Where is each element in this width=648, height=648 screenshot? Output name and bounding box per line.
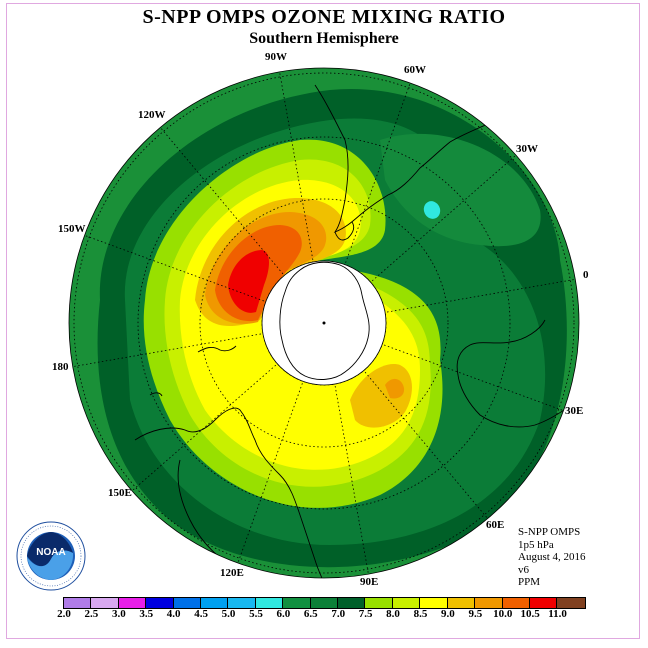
- lon-label-150e: 150E: [108, 487, 132, 499]
- lon-label-90w: 90W: [265, 51, 287, 63]
- colorbar-swatch: [447, 598, 476, 608]
- lon-label-90e: 90E: [360, 576, 378, 588]
- colorbar-tick-label: 3.5: [139, 608, 154, 620]
- colorbar-swatch: [283, 598, 311, 608]
- colorbar-tick-label: 5.5: [249, 608, 263, 620]
- info-instrument: S-NPP OMPS: [518, 526, 581, 538]
- colorbar-tick-label: 6.0: [276, 608, 291, 620]
- colorbar-swatch: [475, 598, 503, 608]
- colorbar-swatch: [64, 598, 92, 608]
- colorbar-tick-label: 4.5: [194, 608, 208, 620]
- svg-text:NOAA: NOAA: [36, 547, 65, 558]
- colorbar-tick-label: 10.5: [520, 608, 540, 620]
- colorbar-tick-label: 8.5: [413, 608, 428, 620]
- colorbar-tick-label: 9.0: [441, 608, 455, 620]
- colorbar-swatch: [338, 598, 366, 608]
- lon-label-30w: 30W: [516, 143, 538, 155]
- antarctica-coastline: [279, 261, 370, 380]
- lon-label-60w: 60W: [404, 64, 426, 76]
- colorbar-tick-label: 11.0: [548, 608, 567, 620]
- lon-label-30e: 30E: [565, 405, 583, 417]
- map-subtitle: Southern Hemisphere: [249, 30, 399, 47]
- colorbar-tick-label: 7.0: [331, 608, 346, 620]
- noaa-logo-icon: NOAA: [16, 521, 86, 591]
- colorbar-swatch: [91, 598, 119, 608]
- info-units: PPM: [518, 576, 541, 588]
- colorbar-ticks: 2.0 2.5 3.0 3.5 4.0 4.5 5.0 5.5 6.0 6.5 7.0 7.5 8.0 8…: [0, 608, 648, 622]
- colorbar-tick-label: 2.5: [84, 608, 99, 620]
- colorbar-tick-label: 4.0: [166, 608, 181, 620]
- map-frame: [6, 3, 640, 639]
- info-date: August 4, 2016: [518, 551, 586, 563]
- map-title: S-NPP OMPS OZONE MIXING RATIO: [142, 6, 506, 28]
- colorbar-tick-label: 6.5: [303, 608, 318, 620]
- product-info: S-NPP OMPS 1p5 hPa August 4, 2016 v6 PPM: [518, 526, 586, 589]
- colorbar-swatch: [420, 598, 448, 608]
- colorbar-swatch: [228, 598, 256, 608]
- lon-label-0: 0: [583, 269, 589, 281]
- colorbar-swatch: [557, 598, 585, 608]
- colorbar-tick-label: 8.0: [386, 608, 400, 620]
- colorbar-swatch: [310, 598, 339, 608]
- colorbar-swatch: [365, 598, 393, 608]
- colorbar-tick-label: 3.0: [111, 608, 126, 620]
- colorbar-swatch: [146, 598, 174, 608]
- colorbar-tick-label: 2.0: [57, 608, 71, 620]
- colorbar-swatch: [392, 598, 421, 608]
- info-level: 1p5 hPa: [518, 538, 554, 551]
- colorbar-tick-label: 7.5: [358, 608, 373, 620]
- colorbar-swatch: [173, 598, 202, 608]
- colorbar-swatch: [255, 598, 284, 608]
- lon-label-120e: 120E: [220, 567, 244, 579]
- lon-label-150w: 150W: [58, 223, 86, 235]
- colorbar-swatch: [502, 598, 530, 608]
- colorbar-swatch: [529, 598, 558, 608]
- lon-label-180: 180: [52, 361, 69, 373]
- lon-label-60e: 60E: [486, 519, 504, 531]
- colorbar-swatch: [118, 598, 147, 608]
- colorbar: [63, 597, 586, 609]
- south-pole-marker: [322, 321, 326, 325]
- lon-label-120w: 120W: [138, 109, 166, 121]
- colorbar-tick-label: 10.0: [493, 608, 513, 620]
- colorbar-swatch: [201, 598, 229, 608]
- colorbar-tick-label: 5.0: [221, 608, 236, 620]
- colorbar-tick-label: 9.5: [468, 608, 483, 620]
- info-version: v6: [518, 563, 529, 576]
